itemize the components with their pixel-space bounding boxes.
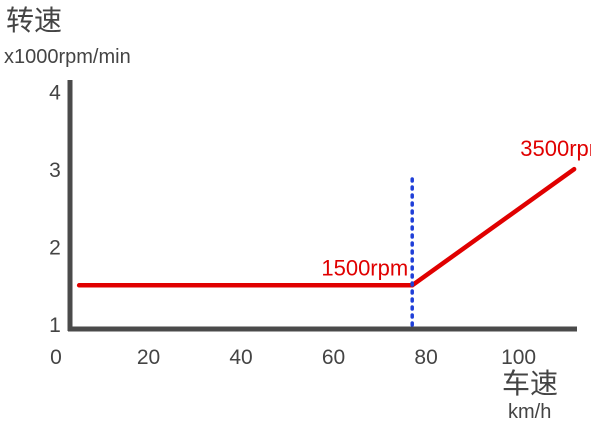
x-axis-label: 车速: [502, 368, 558, 399]
x-axis-unit: km/h: [508, 401, 551, 423]
x-tick-label: 40: [229, 346, 252, 369]
x-tick-label: 80: [414, 346, 437, 369]
data-label: 3500rpm: [520, 136, 591, 161]
series-segment: [409, 166, 577, 288]
y-axis-unit: x1000rpm/min: [4, 46, 131, 68]
x-tick-label: 60: [322, 346, 345, 369]
y-tick-label: 3: [49, 159, 61, 182]
y-axis-label: 转速: [6, 5, 62, 36]
data-label: 1500rpm: [321, 255, 408, 280]
x-tick-label: 0: [50, 346, 62, 369]
x-tick-label: 20: [137, 346, 160, 369]
x-tick-label: 100: [501, 346, 536, 369]
y-tick-label: 1: [49, 314, 61, 337]
y-tick-label: 4: [49, 82, 61, 105]
y-tick-label: 2: [49, 237, 61, 260]
